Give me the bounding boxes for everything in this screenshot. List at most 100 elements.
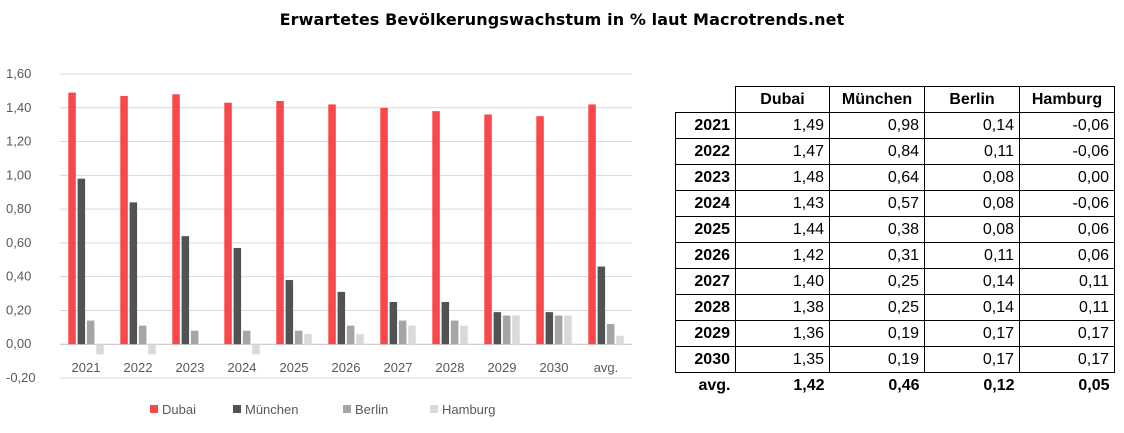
table-cell: 0,06 — [1019, 242, 1115, 269]
table-cell: 0,17 — [924, 320, 1020, 347]
table-cell: 0,17 — [924, 346, 1020, 373]
x-tick-label: 2025 — [280, 360, 309, 375]
y-tick-label: -0,20 — [6, 370, 36, 385]
table-cell: 0,19 — [829, 346, 925, 373]
bar-dubai — [276, 101, 284, 345]
table-cell: 0,98 — [829, 112, 925, 139]
table-cell: 0,31 — [829, 242, 925, 269]
table-cell: 0,17 — [1019, 346, 1115, 373]
bar-hamburg — [148, 344, 156, 355]
x-tick-label: 2029 — [488, 360, 517, 375]
bar-dubai — [120, 95, 128, 345]
bar-hamburg — [460, 325, 468, 345]
bar-muenchen — [389, 302, 398, 345]
legend-swatch — [343, 405, 351, 413]
bar-berlin — [398, 320, 407, 345]
data-table: Dubai München Berlin Hamburg 2021 1,49 0,9… — [675, 86, 1115, 398]
table-cell: 1,47 — [735, 138, 830, 165]
table-row-label: 2023 — [675, 164, 736, 191]
bar-muenchen — [545, 312, 554, 345]
bar-dubai — [380, 107, 388, 345]
table-row: 2023 1,48 0,64 0,08 0,00 — [675, 164, 1115, 191]
table-row: 2030 1,35 0,19 0,17 0,17 — [675, 346, 1115, 373]
table-cell: 1,40 — [735, 268, 830, 295]
table-row-label: 2022 — [675, 138, 736, 165]
table-cell: 0,06 — [1019, 216, 1115, 243]
table-cell: -0,06 — [1019, 190, 1115, 217]
table-cell: 0,12 — [983, 377, 1015, 394]
bar-hamburg — [96, 344, 104, 355]
bar-berlin — [450, 320, 459, 345]
table-row: 2022 1,47 0,84 0,11 -0,06 — [675, 138, 1115, 165]
bar-muenchen — [181, 236, 190, 345]
table-row-label: 2030 — [675, 346, 736, 373]
bar-dubai — [172, 94, 180, 345]
bar-dubai — [224, 102, 232, 345]
table-cell: 1,42 — [735, 242, 830, 269]
table-cell: 0,14 — [924, 112, 1020, 139]
table-cell: 0,11 — [1019, 294, 1115, 321]
table-corner — [676, 87, 736, 113]
table-cell: 0,14 — [924, 268, 1020, 295]
table-header-hamburg: Hamburg — [1019, 86, 1115, 113]
table-cell: 0,05 — [1078, 377, 1110, 394]
bar-hamburg — [304, 334, 312, 345]
bar-dubai — [484, 114, 492, 345]
table-row-label: 2028 — [675, 294, 736, 321]
bar-muenchen — [233, 247, 242, 345]
bar-berlin — [606, 323, 615, 345]
table-header-berlin: Berlin — [924, 86, 1020, 113]
table-cell: 0,19 — [829, 320, 925, 347]
table-row-label: avg. — [698, 377, 731, 394]
table-row: 2024 1,43 0,57 0,08 -0,06 — [675, 190, 1115, 217]
table-cell: 1,36 — [735, 320, 830, 347]
x-tick-label: 2023 — [176, 360, 205, 375]
y-tick-label: 1,00 — [6, 167, 31, 182]
legend-label: Hamburg — [442, 402, 495, 417]
bar-dubai — [328, 104, 336, 345]
bar-muenchen — [285, 280, 294, 345]
table-cell: 0,57 — [829, 190, 925, 217]
legend-label: München — [245, 402, 298, 417]
table-cell: 0,11 — [924, 242, 1020, 269]
bar-dubai — [432, 111, 440, 345]
table-row: 2021 1,49 0,98 0,14 -0,06 — [675, 112, 1115, 139]
legend-swatch — [430, 405, 438, 413]
legend-label: Dubai — [162, 402, 196, 417]
y-tick-label: 0,00 — [6, 336, 31, 351]
table-cell: 0,08 — [924, 190, 1020, 217]
table-cell: 0,38 — [829, 216, 925, 243]
bar-berlin — [502, 315, 511, 345]
bar-berlin — [294, 330, 303, 345]
table-header-dubai: Dubai — [735, 86, 830, 113]
bar-muenchen — [129, 202, 138, 345]
bar-berlin — [86, 320, 95, 345]
table-row-label: 2027 — [675, 268, 736, 295]
bar-muenchen — [337, 291, 346, 345]
table-row: 2027 1,40 0,25 0,14 0,11 — [675, 268, 1115, 295]
table-header-row: Dubai München Berlin Hamburg — [676, 86, 1115, 113]
bar-muenchen — [441, 302, 450, 345]
bar-hamburg — [564, 315, 572, 345]
x-tick-label: 2030 — [540, 360, 569, 375]
table-cell: -0,06 — [1019, 138, 1115, 165]
table-cell: 1,38 — [735, 294, 830, 321]
table-cell: 1,35 — [735, 346, 830, 373]
y-tick-label: 1,20 — [6, 134, 31, 149]
bar-chart: 1,60 1,40 1,20 1,00 0,80 0,60 0,40 0,20 0,00 -0,2… — [6, 66, 632, 417]
bar-hamburg — [512, 315, 520, 345]
table-cell: 0,14 — [924, 294, 1020, 321]
table-cell: 0,11 — [1019, 268, 1115, 295]
bar-hamburg — [616, 335, 624, 345]
bar-muenchen — [597, 266, 606, 345]
table-row: 2026 1,42 0,31 0,11 0,06 — [675, 242, 1115, 269]
y-tick-label: 0,40 — [6, 269, 31, 284]
y-tick-label: 1,40 — [6, 100, 31, 115]
bar-dubai — [68, 92, 76, 345]
table-row: 2029 1,36 0,19 0,17 0,17 — [675, 320, 1115, 347]
legend-swatch — [233, 405, 241, 413]
table-cell: 1,44 — [735, 216, 830, 243]
table-header-muenchen: München — [829, 86, 925, 113]
table-row: 2028 1,38 0,25 0,14 0,11 — [675, 294, 1115, 321]
y-tick-label: 0,80 — [6, 201, 31, 216]
